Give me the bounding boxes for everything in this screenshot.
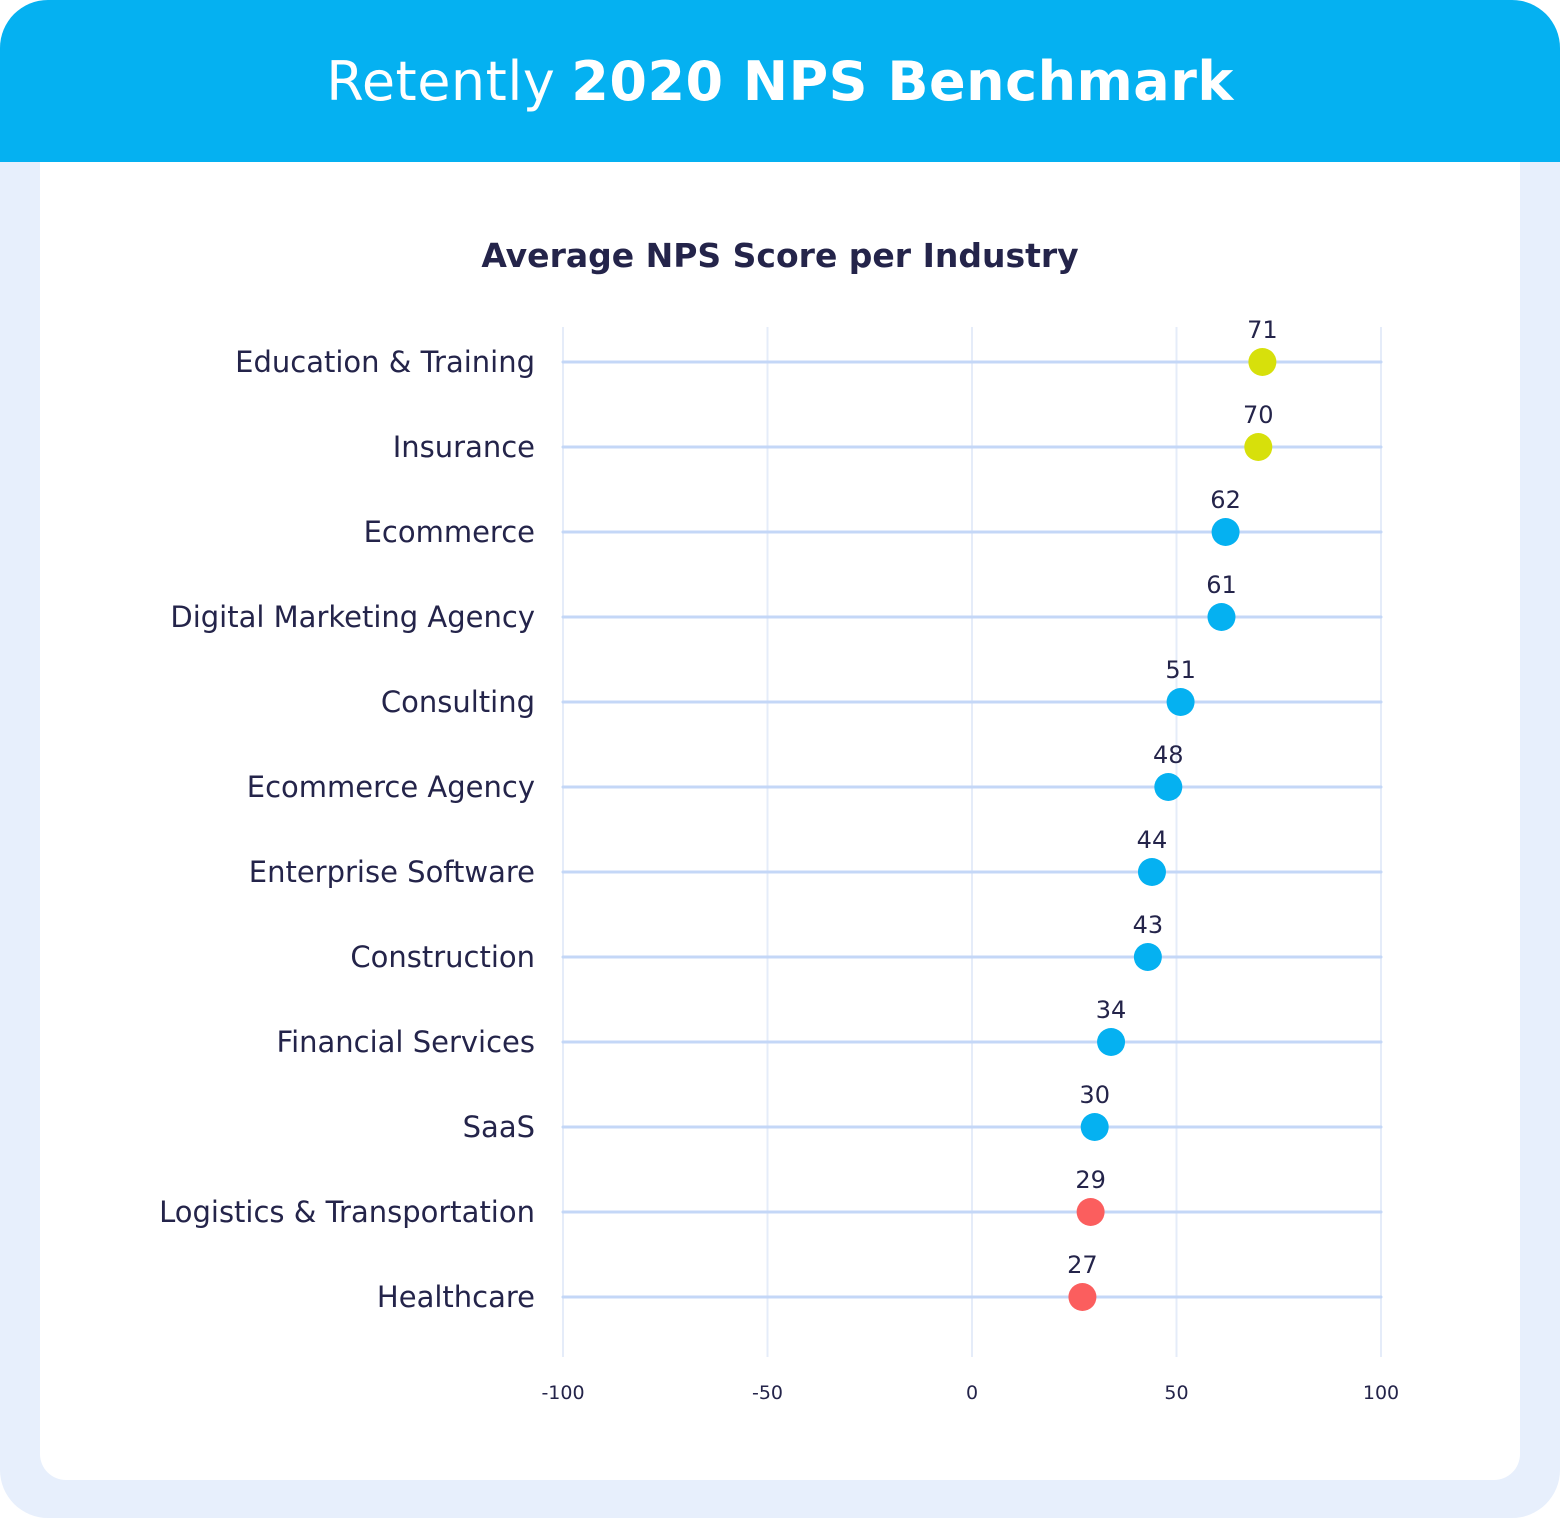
category-label: Consulting (381, 685, 535, 719)
data-label: 48 (1153, 741, 1184, 769)
category-label: Enterprise Software (249, 855, 535, 889)
data-point (1207, 603, 1236, 631)
x-tick-label: 50 (1164, 1382, 1188, 1404)
data-point (1133, 943, 1162, 971)
category-label: Financial Services (277, 1025, 536, 1059)
data-point (1068, 1283, 1097, 1311)
data-point (1137, 858, 1166, 886)
data-label: 34 (1096, 996, 1127, 1024)
grid-layer (562, 327, 1382, 1357)
data-label: 51 (1165, 656, 1196, 684)
x-tick-label: 0 (966, 1382, 978, 1404)
data-point (1166, 688, 1195, 716)
chart-card: Average NPS Score per Industry Education… (40, 162, 1520, 1480)
chart-title: Average NPS Score per Industry (481, 236, 1078, 275)
category-label: Construction (350, 940, 535, 974)
rows-layer: Education & Training 71 Insurance 70 Ecommer… (159, 316, 1383, 1314)
x-tick-label: -50 (752, 1382, 783, 1404)
data-label: 43 (1133, 911, 1164, 939)
data-label: 44 (1137, 826, 1168, 854)
data-label: 27 (1067, 1251, 1098, 1279)
page-title: 2020 NPS Benchmark (571, 49, 1234, 113)
data-point (1097, 1028, 1126, 1056)
data-label: 62 (1210, 486, 1241, 514)
data-label: 70 (1243, 401, 1274, 429)
category-label: Digital Marketing Agency (170, 600, 535, 634)
data-point (1154, 773, 1183, 801)
x-tick-label: 100 (1363, 1382, 1399, 1404)
category-label: Healthcare (377, 1280, 535, 1314)
data-point (1076, 1198, 1105, 1226)
brand-name: Retently (326, 49, 556, 113)
data-label: 71 (1247, 316, 1278, 344)
data-point (1248, 348, 1277, 376)
category-label: SaaS (463, 1110, 535, 1144)
category-label: Ecommerce Agency (247, 770, 535, 804)
header-banner: Retently 2020 NPS Benchmark (0, 0, 1560, 162)
category-label: Insurance (393, 430, 535, 464)
x-tick-label: -100 (541, 1382, 584, 1404)
data-point (1244, 433, 1273, 461)
data-label: 30 (1079, 1081, 1110, 1109)
category-label: Ecommerce (364, 515, 535, 549)
data-point (1211, 518, 1240, 546)
data-point (1080, 1113, 1109, 1141)
category-label: Education & Training (235, 345, 535, 379)
nps-chart: Average NPS Score per Industry Education… (159, 236, 1399, 1404)
category-label: Logistics & Transportation (159, 1195, 535, 1229)
x-axis: -100 -50 0 50 100 (541, 1382, 1399, 1404)
data-label: 29 (1075, 1166, 1106, 1194)
data-label: 61 (1206, 571, 1237, 599)
